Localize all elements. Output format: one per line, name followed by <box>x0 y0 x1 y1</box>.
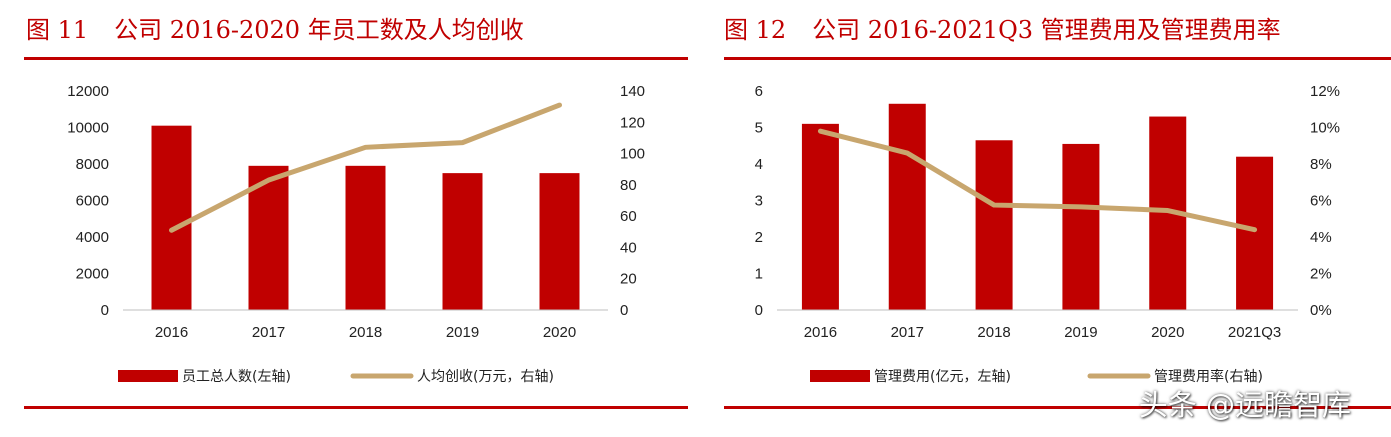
x-tick-label: 2020 <box>1151 324 1184 341</box>
legend-swatch-bar <box>118 370 178 382</box>
y-left-tick-label: 4000 <box>76 229 109 246</box>
chart-left: 0 2000 4000 6000 8000 10000 12000 0 20 40 60 80 100 1… <box>67 83 645 385</box>
y-right-tick-label: 40 <box>620 239 637 256</box>
y-right-tick-label: 10% <box>1310 120 1340 137</box>
x-tick-label: 2016 <box>155 324 188 341</box>
bar <box>151 125 192 310</box>
bar <box>539 173 580 310</box>
y-right-tick-label: 4% <box>1310 229 1332 246</box>
y-right-tick-label: 2% <box>1310 266 1332 283</box>
bar <box>345 165 386 310</box>
y-left-tick-label: 0 <box>755 302 763 319</box>
bar <box>888 103 926 311</box>
y-right-tick-label: 8% <box>1310 156 1332 173</box>
bottom-rule-left <box>24 406 688 409</box>
y-right-tick-label: 120 <box>620 114 645 131</box>
y-left-tick-label: 4 <box>755 156 763 173</box>
y-left-tick-label: 2000 <box>76 266 109 283</box>
y-left-tick-label: 0 <box>101 302 109 319</box>
figure-number-left: 图 11 <box>26 16 89 44</box>
chart-panel-left: 图 11 公司 2016-2020 年员工数及人均创收 0 2000 4000 6000… <box>0 0 690 437</box>
y-right-tick-label: 100 <box>620 146 645 163</box>
y-right-tick-label: 20 <box>620 271 637 288</box>
legend-label-bar: 管理费用(亿元，左轴) <box>874 369 1011 385</box>
y-right-tick-label: 12% <box>1310 83 1340 100</box>
bar <box>442 173 483 310</box>
bar <box>1062 143 1100 310</box>
y-left-tick-label: 6000 <box>76 193 109 210</box>
x-tick-label: 2018 <box>349 324 382 341</box>
x-tick-label: 2021Q3 <box>1228 324 1281 341</box>
bar <box>975 140 1013 310</box>
figure-number-right: 图 12 <box>724 16 787 44</box>
y-left-tick-label: 12000 <box>67 83 109 100</box>
y-left-tick-label: 5 <box>755 120 763 137</box>
watermark: 头条 @远瞻智库 <box>1138 388 1351 422</box>
figure-title-left: 图 11 公司 2016-2020 年员工数及人均创收 <box>26 10 524 45</box>
title-rule-right <box>724 57 1391 60</box>
y-left-tick-label: 10000 <box>67 120 109 137</box>
figure-caption-right: 公司 2016-2021Q3 管理费用及管理费用率 <box>812 16 1281 44</box>
legend-swatch-bar <box>810 370 870 382</box>
chart-panel-right: 图 12 公司 2016-2021Q3 管理费用及管理费用率 0 1 2 3 4 5 6 0% 2… <box>714 0 1391 437</box>
y-right-tick-label: 0 <box>620 302 628 319</box>
bar <box>1236 156 1274 310</box>
x-tick-label: 2016 <box>804 324 837 341</box>
figure-caption-left: 公司 2016-2020 年员工数及人均创收 <box>114 16 524 44</box>
x-tick-label: 2018 <box>977 324 1010 341</box>
bar <box>801 123 839 310</box>
y-right-tick-label: 140 <box>620 83 645 100</box>
figure-title-right: 图 12 公司 2016-2021Q3 管理费用及管理费用率 <box>724 10 1281 45</box>
x-tick-label: 2017 <box>252 324 285 341</box>
title-rule-left <box>24 57 688 60</box>
y-right-tick-label: 6% <box>1310 193 1332 210</box>
y-right-tick-label: 60 <box>620 208 637 225</box>
bottom-rule-right <box>724 406 1391 409</box>
y-left-tick-label: 8000 <box>76 156 109 173</box>
x-tick-label: 2017 <box>891 324 924 341</box>
legend-label-line: 管理费用率(右轴) <box>1154 368 1263 385</box>
legend-label-line: 人均创收(万元，右轴) <box>417 369 554 385</box>
y-left-tick-label: 6 <box>755 83 763 100</box>
x-tick-label: 2019 <box>446 324 479 341</box>
x-tick-label: 2019 <box>1064 324 1097 341</box>
chart-right: 0 1 2 3 4 5 6 0% 2% 4% 6% 8% 10% 12% 2016 2017 2018 2019 2… <box>755 83 1340 385</box>
y-left-tick-label: 1 <box>755 266 763 283</box>
legend-label-bar: 员工总人数(左轴) <box>182 369 291 385</box>
y-right-tick-label: 80 <box>620 177 637 194</box>
y-left-tick-label: 2 <box>755 229 763 246</box>
y-left-tick-label: 3 <box>755 193 763 210</box>
x-tick-label: 2020 <box>543 324 576 341</box>
y-right-tick-label: 0% <box>1310 302 1332 319</box>
line-series <box>817 128 1258 233</box>
